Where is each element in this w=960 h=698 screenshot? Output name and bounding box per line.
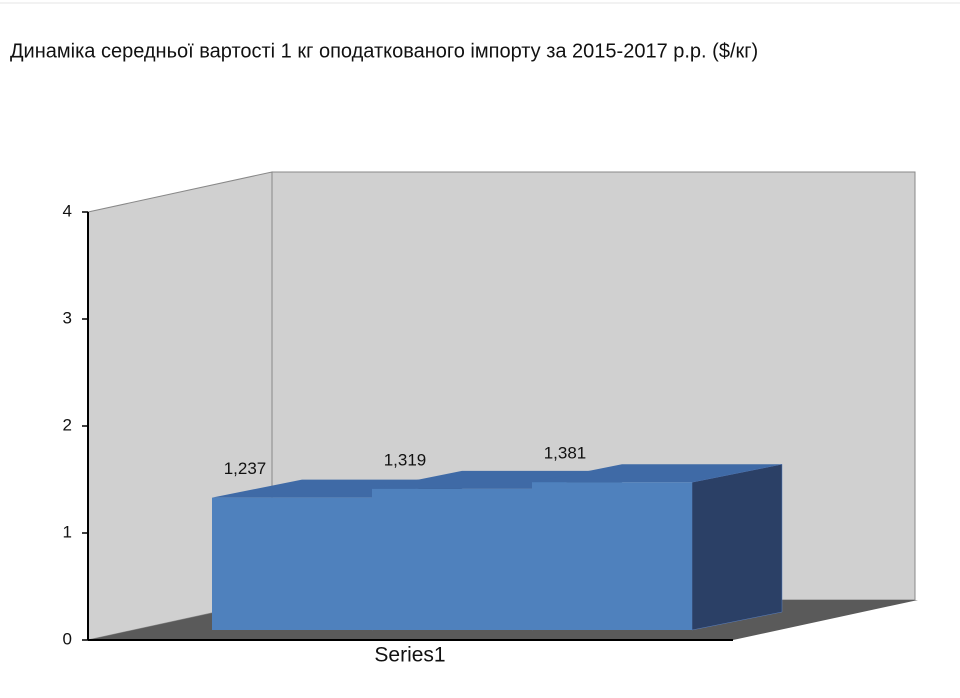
chart-title: Динаміка середньої вартості 1 кг оподатк… [10,40,758,62]
y-tick-label: 1 [63,522,72,541]
series-label: Series1 [374,644,445,667]
bar-top [372,470,622,489]
bar [372,488,532,630]
y-tick-label: 0 [63,629,72,648]
y-tick-label: 2 [63,415,72,434]
bar [532,482,692,630]
bar-top [532,464,782,483]
bar-side [691,463,783,631]
bar [212,497,372,630]
data-label: 1,237 [224,459,267,478]
y-tick-label: 4 [63,201,72,220]
data-label: 1,381 [544,444,587,463]
data-label: 1,319 [384,450,427,469]
y-tick-label: 3 [63,308,72,327]
